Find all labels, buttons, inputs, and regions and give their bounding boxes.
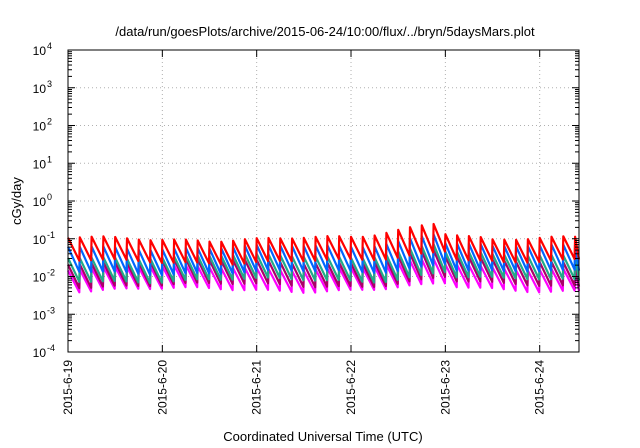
svg-text:-2: -2 (47, 268, 55, 278)
y-tick-label: 10 -3 (33, 305, 55, 322)
y-tick-label: 10 2 (33, 117, 52, 134)
series-lines (66, 222, 581, 294)
chart-title: /data/run/goesPlots/archive/2015-06-24/1… (115, 24, 535, 39)
svg-text:10: 10 (33, 308, 47, 322)
y-tick-label: 10 -1 (33, 230, 55, 247)
y-tick-label: 10 4 (33, 41, 52, 58)
svg-text:10: 10 (33, 346, 47, 360)
x-tick-label: 2015-6-24 (533, 360, 547, 415)
svg-text:4: 4 (47, 41, 52, 51)
svg-text:2: 2 (47, 117, 52, 127)
svg-text:10: 10 (33, 120, 47, 134)
svg-text:10: 10 (33, 195, 47, 209)
x-tick-label: 2015-6-21 (250, 360, 264, 415)
svg-text:10: 10 (33, 233, 47, 247)
svg-text:-4: -4 (47, 343, 55, 353)
series-line-0 (67, 222, 581, 266)
svg-text:3: 3 (47, 79, 52, 89)
grid (68, 50, 579, 352)
y-tick-label: 10 0 (33, 192, 52, 209)
y-tick-label: 10 -2 (33, 268, 55, 285)
x-tick-label: 2015-6-20 (155, 360, 169, 415)
x-axis-ticks: 2015-6-19 2015-6-20 2015-6-21 2015-6-22 2015… (61, 50, 547, 415)
svg-text:-3: -3 (47, 305, 55, 315)
x-tick-label: 2015-6-19 (61, 360, 75, 415)
svg-text:0: 0 (47, 192, 52, 202)
svg-text:10: 10 (33, 82, 47, 96)
x-tick-label: 2015-6-23 (438, 360, 452, 415)
svg-text:1: 1 (47, 154, 52, 164)
svg-text:-1: -1 (47, 230, 55, 240)
x-axis-label: Coordinated Universal Time (UTC) (223, 429, 422, 444)
x-tick-label: 2015-6-22 (344, 360, 358, 415)
y-tick-label: 10 3 (33, 79, 52, 96)
y-tick-label: 10 -4 (33, 343, 55, 360)
svg-text:10: 10 (33, 44, 47, 58)
y-tick-label: 10 1 (33, 154, 52, 171)
y-axis-label: cGy/day (9, 177, 24, 225)
svg-text:10: 10 (33, 271, 47, 285)
svg-text:10: 10 (33, 157, 47, 171)
